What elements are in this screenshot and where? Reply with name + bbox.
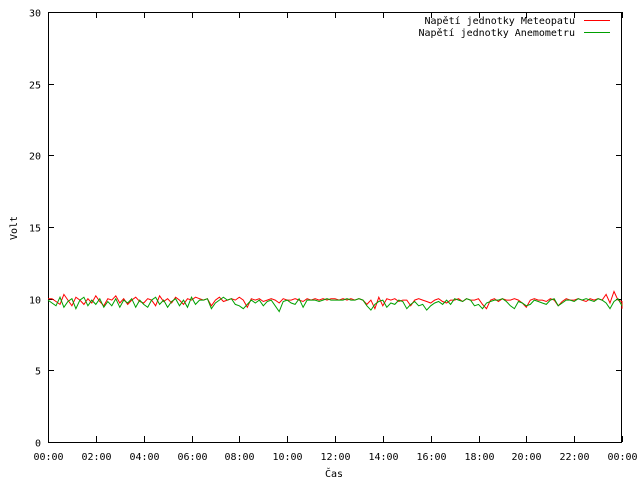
y-axis: 0 5 10 15 20 25 30: [29, 9, 622, 450]
x-axis-label: Čas: [325, 467, 343, 480]
x-tick-label: 00:00: [33, 452, 63, 463]
series-line-1: [48, 290, 623, 311]
x-tick-label: 14:00: [368, 452, 398, 463]
x-tick-label: 00:00: [607, 452, 637, 463]
y-tick-label: 0: [35, 439, 41, 450]
x-tick-label: 12:00: [320, 452, 350, 463]
y-tick-label: 15: [29, 224, 41, 235]
y-tick-label: 25: [29, 81, 41, 92]
plot-frame: [48, 12, 622, 443]
y-tick-label: 5: [35, 367, 41, 378]
plot-series: [47, 290, 623, 313]
x-tick-label: 02:00: [81, 452, 111, 463]
x-tick-label: 20:00: [511, 452, 541, 463]
x-tick-label: 18:00: [464, 452, 494, 463]
legend-label-1: Napětí jednotky Meteopatu: [424, 15, 575, 27]
y-axis-label: Volt: [9, 216, 20, 240]
x-tick-label: 16:00: [416, 452, 446, 463]
y-tick-label: 30: [29, 9, 41, 20]
y-tick-label: 20: [29, 152, 41, 163]
x-tick-label: 10:00: [272, 452, 302, 463]
y-tick-label: 10: [29, 296, 41, 307]
legend-label-2: Napětí jednotky Anemometru: [418, 27, 575, 39]
x-tick-label: 06:00: [177, 452, 207, 463]
series-line-2: [47, 295, 623, 313]
x-tick-label: 22:00: [559, 452, 589, 463]
x-axis: 00:00 02:00 04:00 06:00 08:00 10:00 12:00 14:00…: [33, 12, 638, 463]
x-tick-label: 04:00: [129, 452, 159, 463]
x-tick-label: 08:00: [224, 452, 254, 463]
